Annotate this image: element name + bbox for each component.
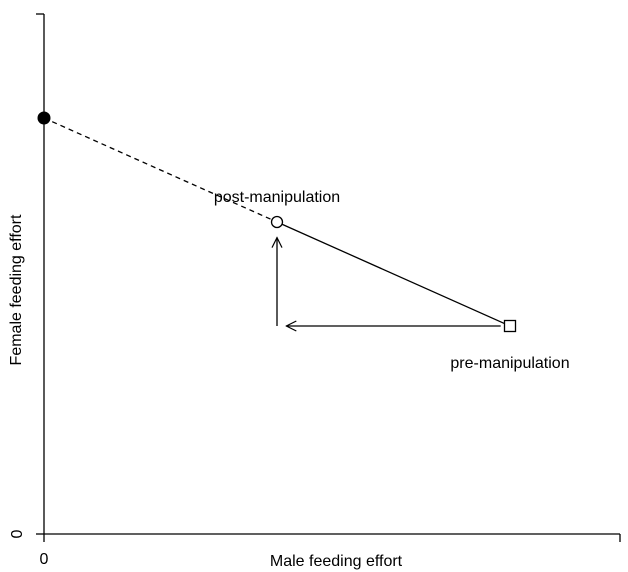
series-lines <box>43 117 511 327</box>
axes <box>43 14 620 535</box>
y-axis-label: Female feeding effort <box>8 214 25 365</box>
ticks: 00 <box>9 13 621 568</box>
label-post: post-manipulation <box>214 189 340 206</box>
arrows <box>277 238 501 326</box>
line-extrapolation <box>43 117 278 223</box>
point-post <box>270 215 284 229</box>
series-points <box>37 111 517 333</box>
label-pre: pre-manipulation <box>450 355 569 372</box>
point-labels: post-manipulation pre-manipulation <box>214 189 570 372</box>
line-response <box>276 221 511 327</box>
x-tick-label: 0 <box>40 551 49 568</box>
point-pre <box>503 319 517 333</box>
y-tick-label: 0 <box>9 529 26 538</box>
x-axis-label: Male feeding effort <box>270 553 403 570</box>
point-intercept <box>37 111 51 125</box>
